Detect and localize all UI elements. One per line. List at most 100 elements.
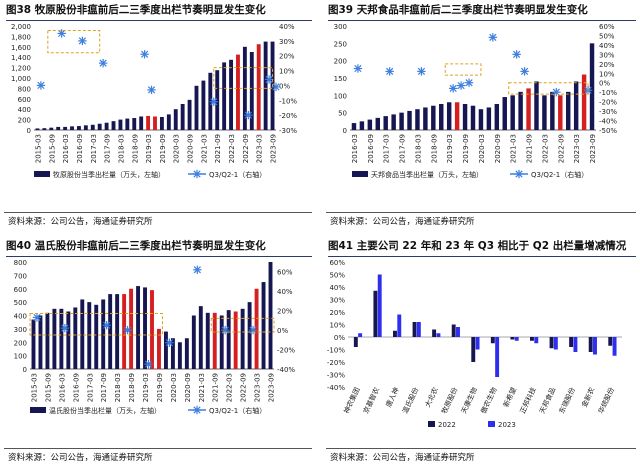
y-tick: 50% [329,272,345,280]
bar [486,107,492,130]
x-tick-label: 2018-03 [114,373,122,402]
y-tick-right: -10% [279,97,297,105]
bar [359,121,365,130]
y-tick-right: -40% [599,118,617,126]
bar [247,302,252,369]
legend-label-line: Q3/Q2-1（右轴） [209,406,266,415]
chart-panel-muyuan: 图38 牧原股份非瘟前后二三季度出栏节奏明显发生变化 0 200 400 600 800… [0,0,316,235]
bar [254,288,259,369]
y-tick-right: 0% [599,80,610,88]
bar-2022 [451,324,456,337]
ratio-marker [520,67,529,76]
x-tick-label: 2021-09 [526,134,534,163]
ratio-marker [165,338,174,347]
y-tick: -20% [327,359,345,367]
source-note: 资料来源：公司公告，海通证券研究所 [330,453,475,463]
bar [454,102,460,130]
bar [502,97,507,130]
y-tick-right: 50% [599,32,615,40]
ratio-marker [488,33,498,42]
bar [462,104,468,130]
y-tick-right: -20% [279,112,297,120]
bar [351,123,357,130]
y-tick-left: 300 [14,326,27,334]
y-tick-left: 1,200 [11,65,31,73]
bar [59,308,64,369]
bar [45,312,50,369]
bar [157,328,161,369]
bar [31,319,36,369]
chart-title: 图38 牧原股份非瘟前后二三季度出栏节奏明显发生变化 [6,2,312,21]
source-divider [326,448,636,449]
ratio-marker [57,29,66,38]
x-tick-label: 2015-09 [48,134,56,163]
chart-tianbang: 0 50 100 150 200 250 300 60%50% 40%30% 20%10% 0%-1… [334,23,618,179]
y-tick-left: 50 [338,110,347,118]
bar-2023 [416,322,421,337]
y-tick-right: 30% [599,51,615,59]
ratio-marker [512,50,521,59]
x-tick-label: 2018-09 [131,134,139,163]
legend-label-2023: 2023 [498,421,516,429]
y-tick-right: 30% [279,38,295,46]
bar-2023 [436,333,441,337]
bar [38,315,43,369]
x-tick-label: 2023-03 [573,134,581,163]
bar-2022 [588,337,593,352]
bar [268,262,273,369]
highlight-box [508,82,589,95]
y-tick-left: 150 [334,75,347,83]
source-divider [326,212,636,213]
x-tick-label: 2020-03 [170,373,178,402]
ratio-marker [448,84,458,93]
bar [104,122,109,130]
bar [108,294,113,369]
bar [132,118,137,130]
bar [101,299,106,369]
x-tick-label: 2016-03 [58,373,66,402]
bar [212,312,217,369]
y-tick-left: 200 [18,117,31,125]
legend-swatch-bar [34,171,50,177]
bar [180,104,185,130]
x-tick-label: 2018-09 [128,373,136,402]
y-tick-left: 0 [343,127,347,135]
bar [510,95,515,130]
chart-title: 图39 天邦食品非瘟前后二三季度出栏节奏明显发生变化 [328,2,636,21]
y-tick-left: 700 [14,272,27,280]
ratio-marker [32,313,42,322]
bar-2023 [612,337,617,356]
bar [122,294,127,369]
x-tick-label: 2022-09 [242,134,250,163]
legend-label-line: Q3/Q2-1（右轴） [209,170,266,179]
bar [94,304,99,369]
bar [159,117,164,130]
y-tick-right: -30% [279,127,297,135]
x-tick-label: 2023-03 [254,373,262,402]
chart-title: 图41 主要公司 22 年和 23 年 Q3 相比于 Q2 出栏量增减情况 [328,238,636,257]
bar [66,311,71,369]
bar [518,91,523,130]
bar-2022 [471,337,476,362]
legend-label-bar: 牧原股份当季出栏量（万头，左轴） [53,170,165,179]
y-tick-right: -50% [599,127,617,135]
category-label: 华统股份 [596,386,616,415]
x-tick-label: 2020-09 [184,373,192,402]
highlight-box [444,63,482,76]
y-tick-left: 800 [18,85,31,93]
ratio-marker [271,82,281,92]
y-tick-left: 1,800 [11,33,31,41]
bar [73,307,78,369]
bar [87,302,92,369]
bar [63,126,68,130]
bar [115,294,120,369]
bar [166,114,171,130]
x-tick-label: 2019-09 [462,134,470,163]
x-tick-label: 2019-09 [159,134,167,163]
category-label: 京基智农 [361,386,381,415]
bar [249,52,254,130]
bar-2023 [495,337,500,377]
bar [581,74,587,130]
legend-swatch-bar [352,171,368,177]
category-label: 傲农生物 [479,386,499,415]
